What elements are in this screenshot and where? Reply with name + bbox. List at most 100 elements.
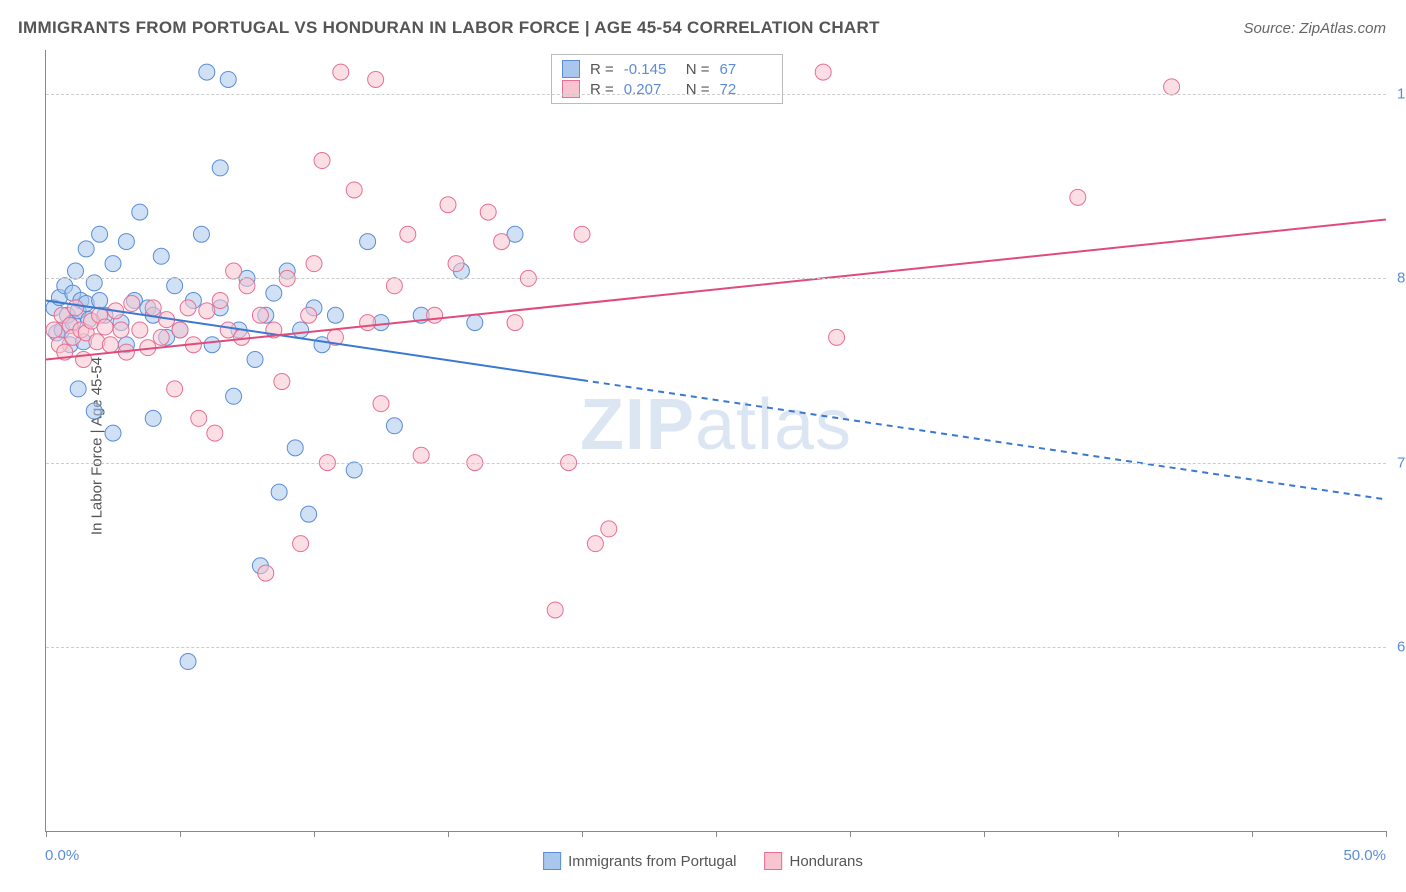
x-tick bbox=[850, 831, 851, 837]
legend-swatch bbox=[765, 852, 783, 870]
scatter-point bbox=[145, 410, 161, 426]
scatter-point bbox=[314, 153, 330, 169]
legend-stats-row: R =-0.145N =67 bbox=[562, 59, 772, 79]
legend-series-label: Hondurans bbox=[790, 853, 863, 870]
legend-stats: R =-0.145N =67R =0.207N =72 bbox=[551, 54, 783, 104]
scatter-point bbox=[212, 160, 228, 176]
scatter-point bbox=[234, 329, 250, 345]
scatter-point bbox=[102, 337, 118, 353]
scatter-point bbox=[815, 64, 831, 80]
scatter-point bbox=[113, 322, 129, 338]
x-tick bbox=[180, 831, 181, 837]
trend-line-dashed bbox=[582, 380, 1386, 499]
x-tick bbox=[1118, 831, 1119, 837]
gridline-horizontal bbox=[46, 94, 1386, 95]
x-tick bbox=[716, 831, 717, 837]
legend-n-label: N = bbox=[686, 61, 710, 78]
scatter-point bbox=[247, 351, 263, 367]
gridline-horizontal bbox=[46, 463, 1386, 464]
chart-container: IMMIGRANTS FROM PORTUGAL VS HONDURAN IN … bbox=[0, 0, 1406, 892]
scatter-point bbox=[92, 293, 108, 309]
scatter-point bbox=[105, 425, 121, 441]
scatter-point bbox=[301, 506, 317, 522]
plot-svg bbox=[46, 50, 1386, 831]
legend-stats-row: R =0.207N =72 bbox=[562, 79, 772, 99]
scatter-point bbox=[252, 307, 268, 323]
scatter-point bbox=[587, 536, 603, 552]
gridline-horizontal bbox=[46, 278, 1386, 279]
scatter-point bbox=[199, 303, 215, 319]
x-tick bbox=[1386, 831, 1387, 837]
y-tick-label: 87.5% bbox=[1391, 270, 1406, 287]
scatter-point bbox=[212, 293, 228, 309]
scatter-point bbox=[70, 381, 86, 397]
scatter-point bbox=[172, 322, 188, 338]
scatter-point bbox=[271, 484, 287, 500]
scatter-point bbox=[293, 322, 309, 338]
scatter-point bbox=[293, 536, 309, 552]
legend-r-value: -0.145 bbox=[624, 61, 676, 78]
scatter-point bbox=[145, 300, 161, 316]
legend-item: Hondurans bbox=[765, 852, 863, 870]
legend-n-value: 67 bbox=[720, 61, 772, 78]
scatter-point bbox=[1070, 189, 1086, 205]
scatter-point bbox=[258, 565, 274, 581]
scatter-point bbox=[153, 248, 169, 264]
scatter-point bbox=[266, 285, 282, 301]
scatter-point bbox=[494, 234, 510, 250]
scatter-point bbox=[574, 226, 590, 242]
scatter-point bbox=[274, 374, 290, 390]
scatter-point bbox=[400, 226, 416, 242]
scatter-point bbox=[829, 329, 845, 345]
scatter-point bbox=[46, 322, 62, 338]
scatter-point bbox=[467, 315, 483, 331]
scatter-point bbox=[220, 71, 236, 87]
scatter-point bbox=[199, 64, 215, 80]
scatter-point bbox=[153, 329, 169, 345]
scatter-point bbox=[124, 295, 140, 311]
scatter-point bbox=[67, 263, 83, 279]
scatter-point bbox=[386, 278, 402, 294]
scatter-point bbox=[547, 602, 563, 618]
legend-swatch bbox=[562, 60, 580, 78]
source-attribution: Source: ZipAtlas.com bbox=[1243, 20, 1386, 37]
scatter-point bbox=[373, 396, 389, 412]
legend-swatch bbox=[562, 80, 580, 98]
scatter-point bbox=[333, 64, 349, 80]
gridline-horizontal bbox=[46, 647, 1386, 648]
scatter-point bbox=[132, 204, 148, 220]
scatter-point bbox=[180, 654, 196, 670]
scatter-point bbox=[191, 410, 207, 426]
scatter-point bbox=[226, 263, 242, 279]
scatter-point bbox=[193, 226, 209, 242]
scatter-point bbox=[105, 256, 121, 272]
legend-swatch bbox=[543, 852, 561, 870]
scatter-point bbox=[167, 278, 183, 294]
legend-series-label: Immigrants from Portugal bbox=[568, 853, 736, 870]
scatter-point bbox=[92, 226, 108, 242]
scatter-point bbox=[1164, 79, 1180, 95]
chart-title: IMMIGRANTS FROM PORTUGAL VS HONDURAN IN … bbox=[18, 18, 880, 38]
scatter-point bbox=[360, 315, 376, 331]
scatter-point bbox=[601, 521, 617, 537]
y-tick-label: 62.5% bbox=[1391, 638, 1406, 655]
scatter-point bbox=[440, 197, 456, 213]
scatter-point bbox=[360, 234, 376, 250]
scatter-point bbox=[346, 182, 362, 198]
x-tick bbox=[46, 831, 47, 837]
scatter-point bbox=[239, 278, 255, 294]
scatter-point bbox=[413, 447, 429, 463]
x-tick bbox=[1252, 831, 1253, 837]
scatter-point bbox=[86, 275, 102, 291]
scatter-point bbox=[301, 307, 317, 323]
scatter-point bbox=[118, 234, 134, 250]
scatter-point bbox=[76, 351, 92, 367]
scatter-point bbox=[67, 300, 83, 316]
x-axis-min-label: 0.0% bbox=[45, 847, 79, 864]
scatter-point bbox=[327, 307, 343, 323]
x-tick bbox=[314, 831, 315, 837]
scatter-point bbox=[132, 322, 148, 338]
y-tick-label: 100.0% bbox=[1391, 86, 1406, 103]
legend-item: Immigrants from Portugal bbox=[543, 852, 736, 870]
legend-series: Immigrants from Portugal Hondurans bbox=[543, 852, 863, 870]
